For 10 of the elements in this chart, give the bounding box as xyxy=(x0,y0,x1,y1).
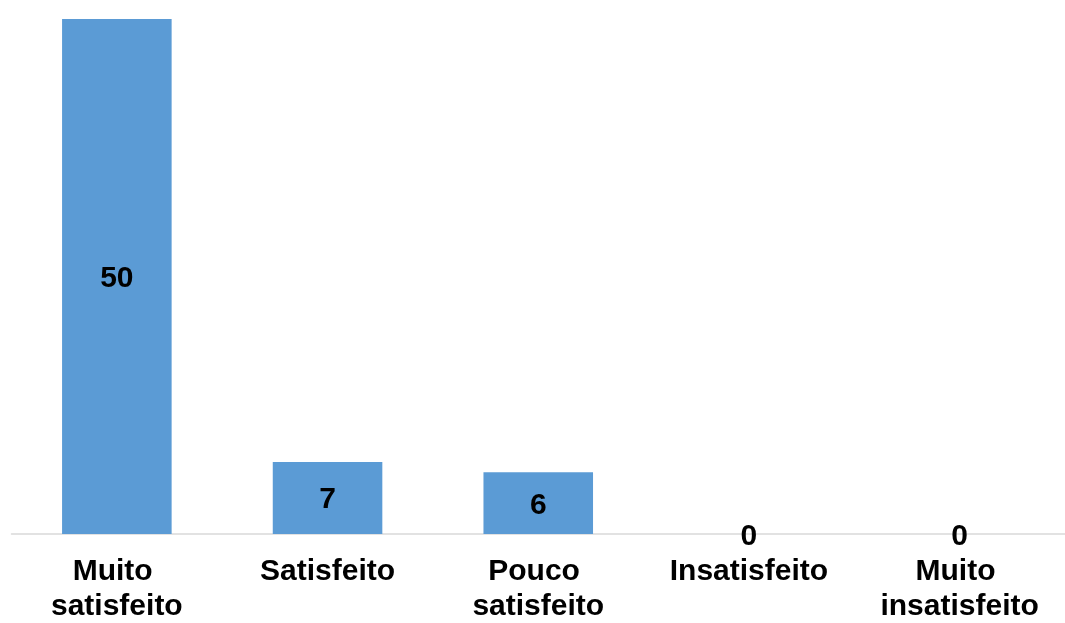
x-tick-label: Satisfeito xyxy=(260,553,396,586)
data-label: 0 xyxy=(740,517,758,551)
x-tick-label: Muito satisfeito xyxy=(50,553,183,621)
data-label: 6 xyxy=(529,486,547,520)
data-label: 0 xyxy=(951,517,968,551)
x-tick-label: Insatisfeito xyxy=(669,553,829,586)
x-tick-label: Muito insatisfeito xyxy=(880,553,1039,621)
x-tick-label: Pouco satisfeito xyxy=(472,553,605,621)
data-label: 50 xyxy=(100,260,134,293)
data-label: 7 xyxy=(319,481,336,515)
